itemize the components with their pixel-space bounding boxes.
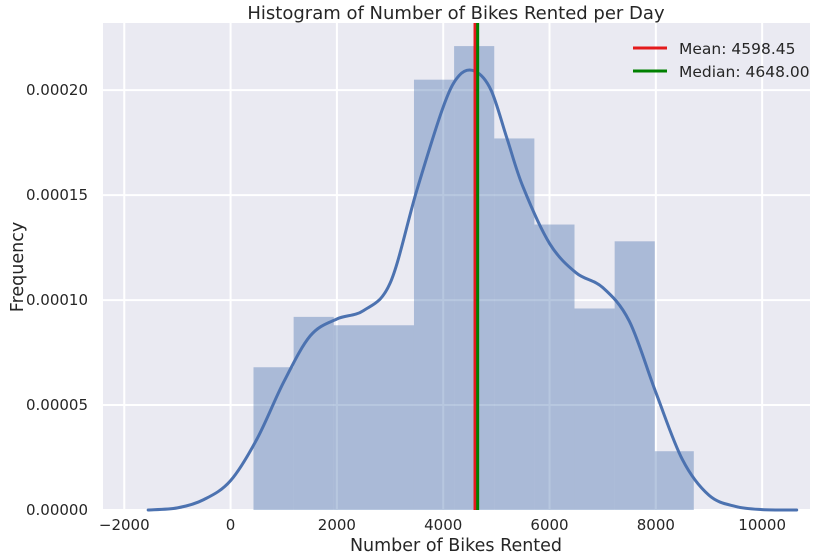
histogram-bar xyxy=(614,241,655,510)
chart-title: Histogram of Number of Bikes Rented per … xyxy=(247,3,665,24)
x-tick-label: 4000 xyxy=(424,516,462,534)
x-tick-label: 2000 xyxy=(318,516,356,534)
histogram-bar xyxy=(574,308,615,510)
plot-background xyxy=(103,23,810,510)
x-axis-ticks: −2000 0 2000 4000 6000 8000 10000 xyxy=(99,516,786,534)
histogram-bar xyxy=(534,224,575,510)
x-tick-label: −2000 xyxy=(99,516,150,534)
y-tick-label: 0.00020 xyxy=(26,81,88,99)
x-tick-label: 8000 xyxy=(637,516,675,534)
reference-lines xyxy=(473,23,480,510)
legend: Mean: 4598.45 Median: 4648.00 xyxy=(633,40,810,81)
histogram-bar xyxy=(654,451,694,510)
y-axis-label: Frequency xyxy=(8,222,28,312)
y-tick-label: 0.00010 xyxy=(26,291,88,309)
histogram-bar xyxy=(293,316,334,510)
x-axis-label: Number of Bikes Rented xyxy=(350,536,562,556)
histogram-bar xyxy=(494,138,535,511)
x-tick-label: 10000 xyxy=(738,516,786,534)
y-tick-label: 0.00000 xyxy=(26,501,88,519)
histogram-bar xyxy=(333,325,414,510)
y-axis-ticks: 0.00000 0.00005 0.00010 0.00015 0.00020 xyxy=(26,81,88,519)
legend-label-median: Median: 4648.00 xyxy=(679,63,810,81)
histogram-bar xyxy=(413,79,455,510)
grid xyxy=(103,23,810,511)
legend-label-mean: Mean: 4598.45 xyxy=(679,40,795,58)
y-tick-label: 0.00015 xyxy=(26,186,88,204)
histogram-bar xyxy=(253,367,294,510)
x-tick-label: 0 xyxy=(226,516,236,534)
x-tick-label: 6000 xyxy=(530,516,568,534)
y-tick-label: 0.00005 xyxy=(26,396,88,414)
